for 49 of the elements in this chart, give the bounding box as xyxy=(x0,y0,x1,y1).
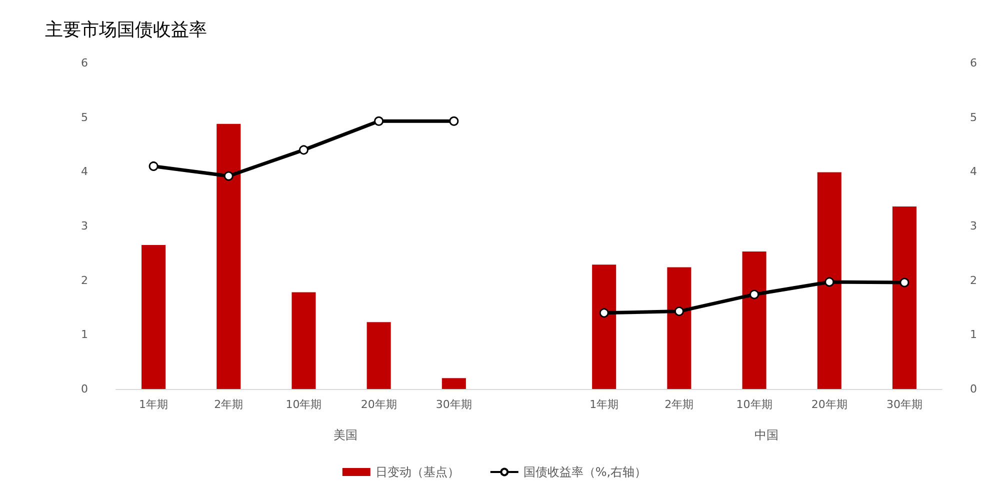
chart-title: 主要市场国债收益率 xyxy=(45,20,207,40)
legend-label: 国债收益率（%,右轴） xyxy=(523,465,647,479)
point xyxy=(750,290,760,300)
y-tick-label: 2 xyxy=(81,274,88,287)
point xyxy=(148,161,158,171)
y-tick-label: 1 xyxy=(81,328,88,342)
x-tick-label: 1年期 xyxy=(139,398,168,411)
bar xyxy=(366,322,391,389)
bar xyxy=(742,252,766,389)
text: 中国 xyxy=(754,428,779,442)
y2-tick-label: 4 xyxy=(970,165,977,178)
point xyxy=(599,308,609,318)
y2-tick-label: 2 xyxy=(970,274,977,287)
x-tick-label: 20年期 xyxy=(360,398,397,411)
y2-tick-label: 1 xyxy=(970,328,977,342)
bar xyxy=(592,264,616,389)
y2-tick-label: 0 xyxy=(970,382,977,396)
x-tick-label: 10年期 xyxy=(286,398,322,411)
y2-tick-label: 3 xyxy=(970,220,977,232)
point xyxy=(824,277,834,287)
x-tick-label: 20年期 xyxy=(811,398,848,411)
point xyxy=(449,116,459,126)
x-tick-label: 30年期 xyxy=(436,398,472,411)
bar xyxy=(292,292,316,389)
bar xyxy=(817,172,842,389)
bar xyxy=(442,378,466,389)
point xyxy=(374,116,384,126)
point xyxy=(298,145,308,155)
x-tick-label: 2年期 xyxy=(664,398,694,411)
y-tick-label: 5 xyxy=(81,110,88,124)
bar xyxy=(142,245,166,389)
point xyxy=(224,171,234,181)
y-tick-label: 4 xyxy=(81,165,88,178)
y2-tick-label: 5 xyxy=(970,110,977,124)
text: 美国 xyxy=(334,428,358,442)
point xyxy=(674,306,684,316)
y-tick-label: 0 xyxy=(81,382,88,396)
point xyxy=(900,278,910,288)
x-tick-label: 2年期 xyxy=(214,398,244,411)
x-tick-label: 10年期 xyxy=(736,398,772,411)
x-tick-label: 30年期 xyxy=(886,398,922,411)
y-tick-label: 6 xyxy=(81,56,88,70)
legend-label: 日变动（基点） xyxy=(375,465,460,479)
x-tick-label: 1年期 xyxy=(590,398,619,411)
y-tick-label: 3 xyxy=(81,220,88,232)
y2-tick-label: 6 xyxy=(970,56,977,70)
bar xyxy=(667,267,692,389)
bar xyxy=(216,124,241,389)
bar xyxy=(892,206,916,389)
